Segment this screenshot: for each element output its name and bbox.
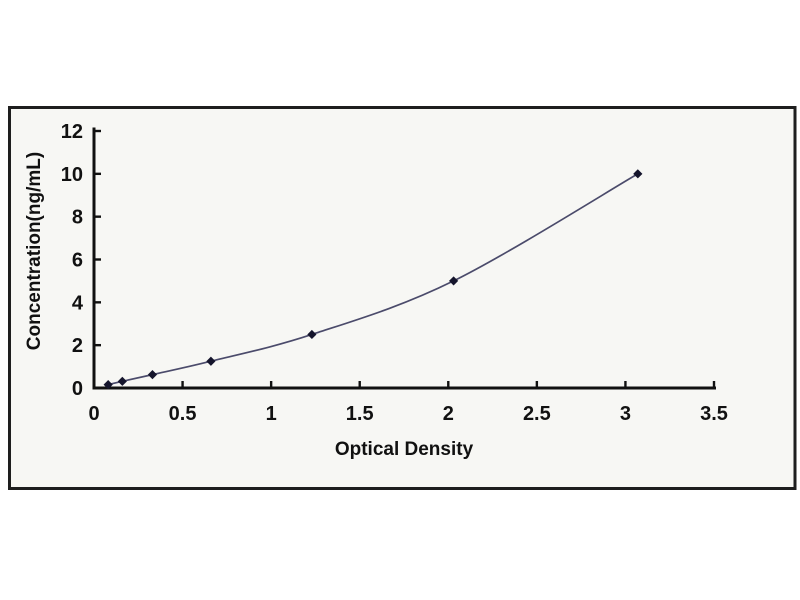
data-point-marker <box>633 169 643 179</box>
x-tick-label: 0.5 <box>169 403 197 425</box>
x-tick-label: 2.5 <box>523 403 551 425</box>
y-tick-label: 10 <box>61 164 83 186</box>
data-point-markers <box>103 169 643 390</box>
y-axis-tick-labels: 0 2 4 6 8 10 12 <box>61 121 84 400</box>
y-tick-label: 12 <box>61 121 83 143</box>
data-point-marker <box>103 380 113 390</box>
figure-frame <box>8 106 797 490</box>
y-tick-label: 0 <box>72 378 83 400</box>
y-axis-title: Concentration(ng/mL) <box>24 152 45 350</box>
x-axis-title: Optical Density <box>335 439 474 460</box>
y-tick-label: 8 <box>72 207 83 229</box>
data-point-marker <box>307 329 317 340</box>
x-tick-label: 3.5 <box>700 403 728 425</box>
x-tick-label: 1.5 <box>346 403 374 425</box>
standard-curve-line <box>107 173 639 386</box>
x-axis-tick-labels: 0 0.5 1 1.5 2 2.5 3 3.5 <box>88 403 727 425</box>
data-point-marker <box>147 370 158 380</box>
y-tick-label: 6 <box>72 250 83 272</box>
data-point-marker <box>206 356 216 366</box>
x-tick-label: 0 <box>88 403 99 425</box>
y-axis-ticks <box>93 129 101 390</box>
y-tick-label: 4 <box>72 292 84 314</box>
x-tick-label: 3 <box>620 403 631 425</box>
x-tick-label: 2 <box>443 403 454 425</box>
y-tick-label: 2 <box>72 335 83 357</box>
data-point-marker <box>117 376 127 386</box>
data-point-marker <box>449 276 459 286</box>
x-tick-label: 1 <box>266 403 277 425</box>
